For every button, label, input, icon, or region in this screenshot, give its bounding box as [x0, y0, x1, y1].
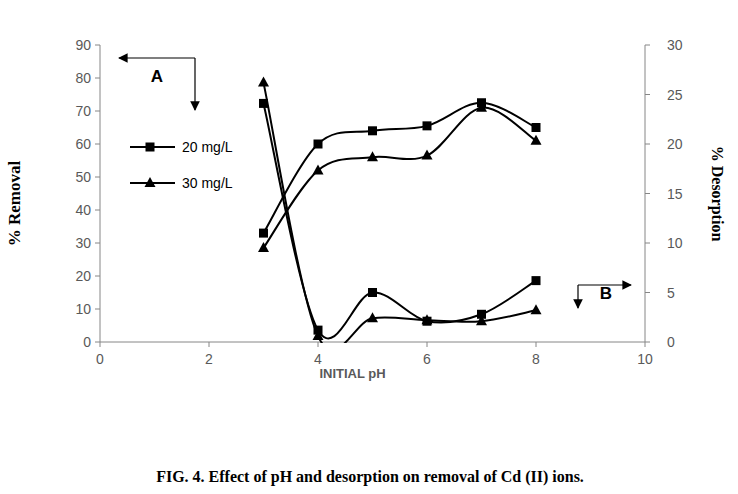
- y2-tick: [645, 342, 650, 343]
- data-point: [313, 164, 324, 174]
- series-line: [264, 83, 537, 343]
- data-point: [367, 151, 378, 161]
- arrow: [194, 58, 195, 110]
- y2-tick-label: 20: [667, 136, 683, 152]
- y2-tick-label: 0: [667, 334, 675, 350]
- data-point: [532, 276, 541, 285]
- x-tick: [427, 342, 428, 347]
- y2-tick-label: 30: [667, 37, 683, 53]
- x-tick: [100, 342, 101, 347]
- y-tick-label: 80: [75, 70, 91, 86]
- x-tick: [536, 342, 537, 347]
- data-point: [422, 314, 433, 324]
- legend-label: 30 mg/L: [182, 175, 233, 191]
- y-tick-label: 20: [75, 268, 91, 284]
- arrow: [119, 57, 195, 58]
- data-point: [259, 229, 268, 238]
- data-point: [314, 140, 323, 149]
- legend-entry: 20 mg/L: [130, 139, 233, 155]
- x-tick-label: 10: [637, 351, 653, 367]
- x-axis: [100, 342, 645, 343]
- data-point: [313, 330, 324, 340]
- data-point: [531, 135, 542, 145]
- y2-tick-label: 5: [667, 285, 675, 301]
- y-tick: [95, 210, 100, 211]
- x-tick: [318, 342, 319, 347]
- legend-entry: 30 mg/L: [130, 175, 233, 191]
- series-line: [264, 103, 537, 233]
- data-point: [423, 121, 432, 130]
- y-tick-label: 10: [75, 301, 91, 317]
- y-axis-label: % Removal: [5, 161, 24, 247]
- arrow: [577, 285, 578, 308]
- data-point: [532, 123, 541, 132]
- y-tick: [95, 276, 100, 277]
- plot-area: [258, 77, 542, 343]
- y-tick-label: 40: [75, 202, 91, 218]
- annotation: B: [600, 284, 612, 303]
- y-tick: [95, 78, 100, 79]
- series-line: [264, 108, 537, 248]
- y-tick-label: 0: [83, 334, 91, 350]
- annotation: A: [151, 67, 163, 86]
- data-point: [368, 126, 377, 135]
- y-axis: [100, 45, 101, 342]
- data-point: [531, 304, 542, 314]
- data-point: [476, 102, 487, 112]
- y-tick-label: 30: [75, 235, 91, 251]
- data-point: [422, 150, 433, 160]
- y-tick: [95, 111, 100, 112]
- y2-tick-label: 15: [667, 186, 683, 202]
- y-tick: [95, 177, 100, 178]
- legend-marker: [146, 143, 155, 152]
- y-tick: [95, 243, 100, 244]
- x-tick-label: 0: [96, 351, 104, 367]
- series-line: [264, 103, 537, 338]
- y-tick: [95, 342, 100, 343]
- x-axis-label: INITIAL pH: [319, 366, 385, 381]
- data-point: [368, 288, 377, 297]
- x-tick: [645, 342, 646, 347]
- x-tick-label: 2: [205, 351, 213, 367]
- y-tick-label: 60: [75, 136, 91, 152]
- y2-tick: [645, 193, 650, 194]
- y2-tick-label: 10: [667, 235, 683, 251]
- x-tick-label: 4: [314, 351, 322, 367]
- data-point: [258, 77, 269, 87]
- data-point: [476, 315, 487, 325]
- y-tick: [95, 45, 100, 46]
- legend-label: 20 mg/L: [182, 139, 233, 155]
- chart: 0 10 20 30 40 50 60 70 80 90 0 5 10 15 20 25 30 0 2 4 6 8 10 IN…: [0, 0, 738, 494]
- data-point: [367, 312, 378, 322]
- y2-tick-label: 25: [667, 87, 683, 103]
- y2-tick: [645, 94, 650, 95]
- y2-tick: [645, 292, 650, 293]
- y2-tick: [645, 243, 650, 244]
- y-tick: [95, 144, 100, 145]
- y2-tick: [645, 144, 650, 145]
- title: FIG. 4. Effect of pH and desorption on r…: [156, 468, 584, 486]
- y-tick-label: 70: [75, 103, 91, 119]
- x-tick-label: 6: [423, 351, 431, 367]
- y2-axis-label: % Desorption: [708, 146, 726, 242]
- data-point: [258, 242, 269, 252]
- y2-tick: [645, 45, 650, 46]
- y-tick-label: 50: [75, 169, 91, 185]
- x-tick: [209, 342, 210, 347]
- x-tick-label: 8: [532, 351, 540, 367]
- y-tick: [95, 309, 100, 310]
- y-tick-label: 90: [75, 37, 91, 53]
- legend-marker: [145, 177, 156, 187]
